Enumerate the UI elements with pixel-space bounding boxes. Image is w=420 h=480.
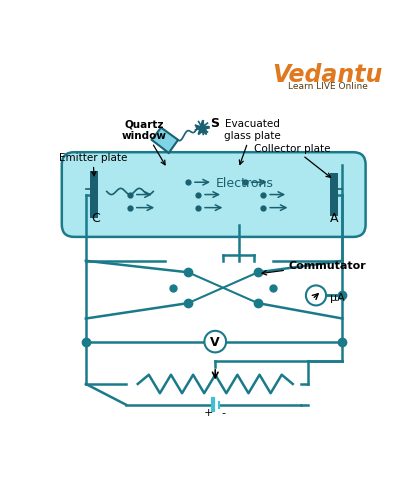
Circle shape xyxy=(306,286,326,306)
Text: Evacuated
glass plate: Evacuated glass plate xyxy=(224,119,281,165)
Bar xyxy=(330,174,339,216)
Text: Electrons: Electrons xyxy=(216,176,274,189)
FancyBboxPatch shape xyxy=(62,153,365,238)
Text: Commutator: Commutator xyxy=(262,260,367,276)
Text: A: A xyxy=(330,211,338,224)
Text: Vedantu: Vedantu xyxy=(273,62,383,86)
Text: C: C xyxy=(92,211,100,224)
Text: Learn LIVE Online: Learn LIVE Online xyxy=(288,82,368,91)
Bar xyxy=(90,171,98,219)
Text: Collector plate: Collector plate xyxy=(255,144,331,178)
Polygon shape xyxy=(152,128,178,154)
Text: Quartz
window: Quartz window xyxy=(121,119,166,166)
Text: -: - xyxy=(222,407,226,417)
Circle shape xyxy=(205,331,226,353)
Text: S: S xyxy=(210,117,220,130)
Text: Emitter plate: Emitter plate xyxy=(59,153,127,176)
Text: +: + xyxy=(204,407,213,417)
Text: μA: μA xyxy=(330,292,345,302)
Text: V: V xyxy=(210,336,220,348)
